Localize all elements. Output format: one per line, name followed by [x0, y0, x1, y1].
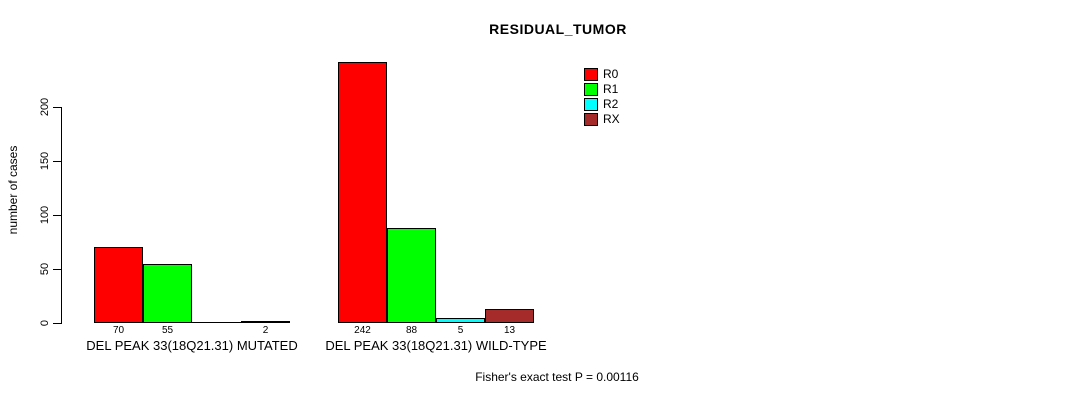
- y-axis-tick-label-200: 200: [39, 97, 51, 117]
- x-axis-category-label-2: DEL PEAK 33(18Q21.31) WILD-TYPE: [325, 338, 547, 353]
- legend-swatch-r1: [584, 82, 598, 96]
- y-axis-tick-label-50: 50: [39, 262, 51, 276]
- legend-label-rx: RX: [603, 112, 620, 126]
- y-axis-tick-200: [53, 106, 61, 108]
- legend: R0 R1 R2 RX: [584, 67, 620, 126]
- y-axis-tick-0: [53, 322, 61, 324]
- bar-r0-group1-value-label: 70: [112, 325, 125, 336]
- bar-r2-group2-value-label: 5: [457, 325, 464, 336]
- legend-label-r2: R2: [603, 97, 619, 111]
- bar-r0-group2-value-label: 242: [354, 325, 371, 336]
- bar-r1-group1: [143, 264, 192, 323]
- y-axis-tick-100: [53, 214, 61, 216]
- y-axis-tick-150: [53, 160, 61, 162]
- x-axis-category-label-1: DEL PEAK 33(18Q21.31) MUTATED: [86, 338, 298, 353]
- bar-rx-group1-value-label: 2: [262, 325, 269, 336]
- y-axis-tick-50: [53, 268, 61, 270]
- legend-item-r2: R2: [584, 97, 620, 111]
- bar-r1-group2: [387, 228, 436, 323]
- bar-r1-group1-value-label: 55: [161, 325, 174, 336]
- bar-r2-group1-zero-line: [192, 322, 241, 323]
- y-axis-tick-label-100: 100: [39, 205, 51, 225]
- y-axis-tick-label-150: 150: [39, 151, 51, 171]
- bar-rx-group2: [485, 309, 534, 323]
- y-axis-title: number of cases: [6, 145, 20, 235]
- bar-r2-group2: [436, 318, 485, 323]
- legend-item-r0: R0: [584, 67, 620, 81]
- chart-title: RESIDUAL_TUMOR: [489, 21, 627, 37]
- legend-label-r1: R1: [603, 82, 619, 96]
- legend-label-r0: R0: [603, 67, 619, 81]
- legend-item-r1: R1: [584, 82, 620, 96]
- bar-r0-group2: [338, 62, 387, 323]
- bar-r1-group2-value-label: 88: [405, 325, 418, 336]
- legend-swatch-r0: [584, 67, 598, 81]
- bar-r0-group1: [94, 247, 143, 323]
- legend-swatch-r2: [584, 97, 598, 111]
- fisher-test-annotation: Fisher's exact test P = 0.00116: [475, 370, 639, 384]
- bar-rx-group1: [241, 321, 290, 323]
- y-axis-tick-label-0: 0: [39, 319, 51, 327]
- legend-swatch-rx: [584, 112, 598, 126]
- bar-rx-group2-value-label: 13: [503, 325, 516, 336]
- y-axis-line: [61, 107, 62, 324]
- legend-item-rx: RX: [584, 112, 620, 126]
